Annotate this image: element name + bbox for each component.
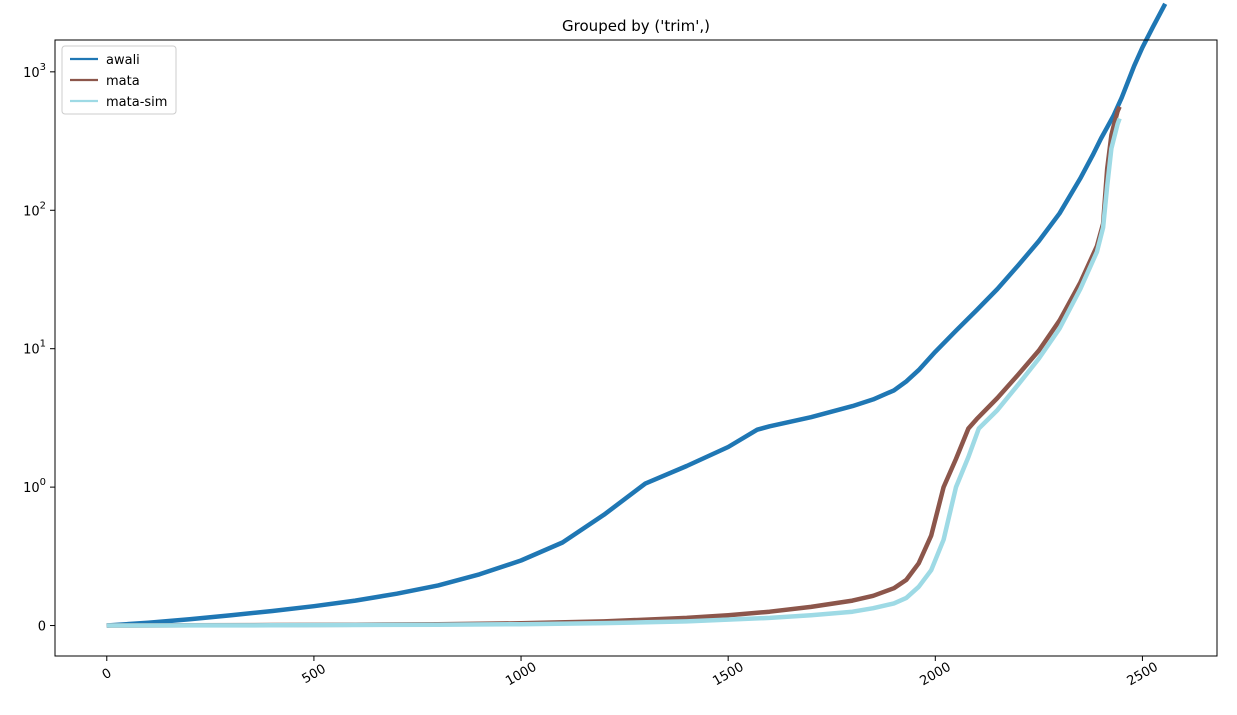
y-tick-label: 101 [23,339,46,358]
y-axis: 0 100 101 102 103 [23,62,55,635]
legend-label-mata-sim: mata-sim [106,95,167,110]
axes-frame [54,39,1218,657]
series-layer [106,2,1168,628]
y-tick-label: 103 [23,62,46,81]
plot-area [54,2,1218,657]
y-tick-label: 100 [23,477,46,496]
chart-title: Grouped by ('trim',) [562,17,710,35]
series-line-awali [106,2,1168,628]
legend-label-mata: mata [106,74,140,89]
legend-entries: awali mata mata-sim [70,53,167,110]
y-tick-label: 102 [23,200,46,219]
legend: awali mata mata-sim [61,45,177,115]
legend-box [61,45,177,115]
series-line-mata-sim [106,117,1122,628]
legend-label-awali: awali [106,53,140,68]
axes-background [55,40,1217,656]
y-tick-label: 0 [38,620,46,635]
